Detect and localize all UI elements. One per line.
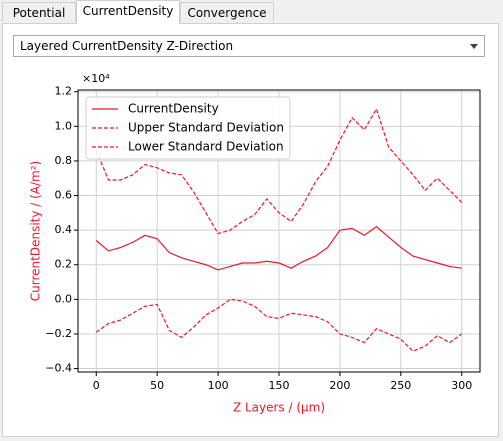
y-tick-label: 0.0 xyxy=(55,292,73,305)
y-tick-label: −0.4 xyxy=(45,362,72,375)
y-tick-label: 1.0 xyxy=(55,119,73,132)
y-tick-label: 0.6 xyxy=(55,189,73,202)
dropdown-arrow xyxy=(470,44,478,49)
tab[interactable]: CurrentDensity xyxy=(76,0,180,24)
x-tick-label: 300 xyxy=(451,379,472,392)
x-axis-label: Z Layers / (μm) xyxy=(233,401,325,415)
x-tick-label: 200 xyxy=(329,379,350,392)
tab[interactable]: Convergence xyxy=(180,2,274,22)
y-axis-label: CurrentDensity / (A/m²) xyxy=(29,161,43,301)
data-line xyxy=(95,107,463,235)
x-tick-label: 150 xyxy=(269,379,290,392)
dropdown-text: Layered CurrentDensity Z-Direction xyxy=(20,39,234,53)
plot-frame xyxy=(77,89,481,373)
x-tick-label: 50 xyxy=(150,379,164,392)
x-tick-label: 100 xyxy=(208,379,229,392)
y-tick-label: 0.4 xyxy=(55,223,73,236)
data-line xyxy=(95,225,462,271)
dropdown[interactable]: Layered CurrentDensity Z-Direction xyxy=(13,35,485,57)
y-offset-label: ×10⁴ xyxy=(82,72,110,85)
x-tick-label: 0 xyxy=(93,379,100,392)
legend-box xyxy=(85,96,291,160)
y-tick-label: 1.2 xyxy=(55,85,73,98)
legend-label: Upper Standard Deviation xyxy=(128,121,284,135)
tab[interactable]: Potential xyxy=(2,2,76,22)
y-tick-label: 0.2 xyxy=(55,258,73,271)
data-line xyxy=(95,298,463,352)
x-tick-label: 250 xyxy=(390,379,411,392)
y-tick-label: 0.8 xyxy=(55,154,73,167)
legend-label: CurrentDensity xyxy=(128,102,219,116)
legend-label: Lower Standard Deviation xyxy=(128,140,284,154)
y-tick-label: −0.2 xyxy=(45,327,72,340)
